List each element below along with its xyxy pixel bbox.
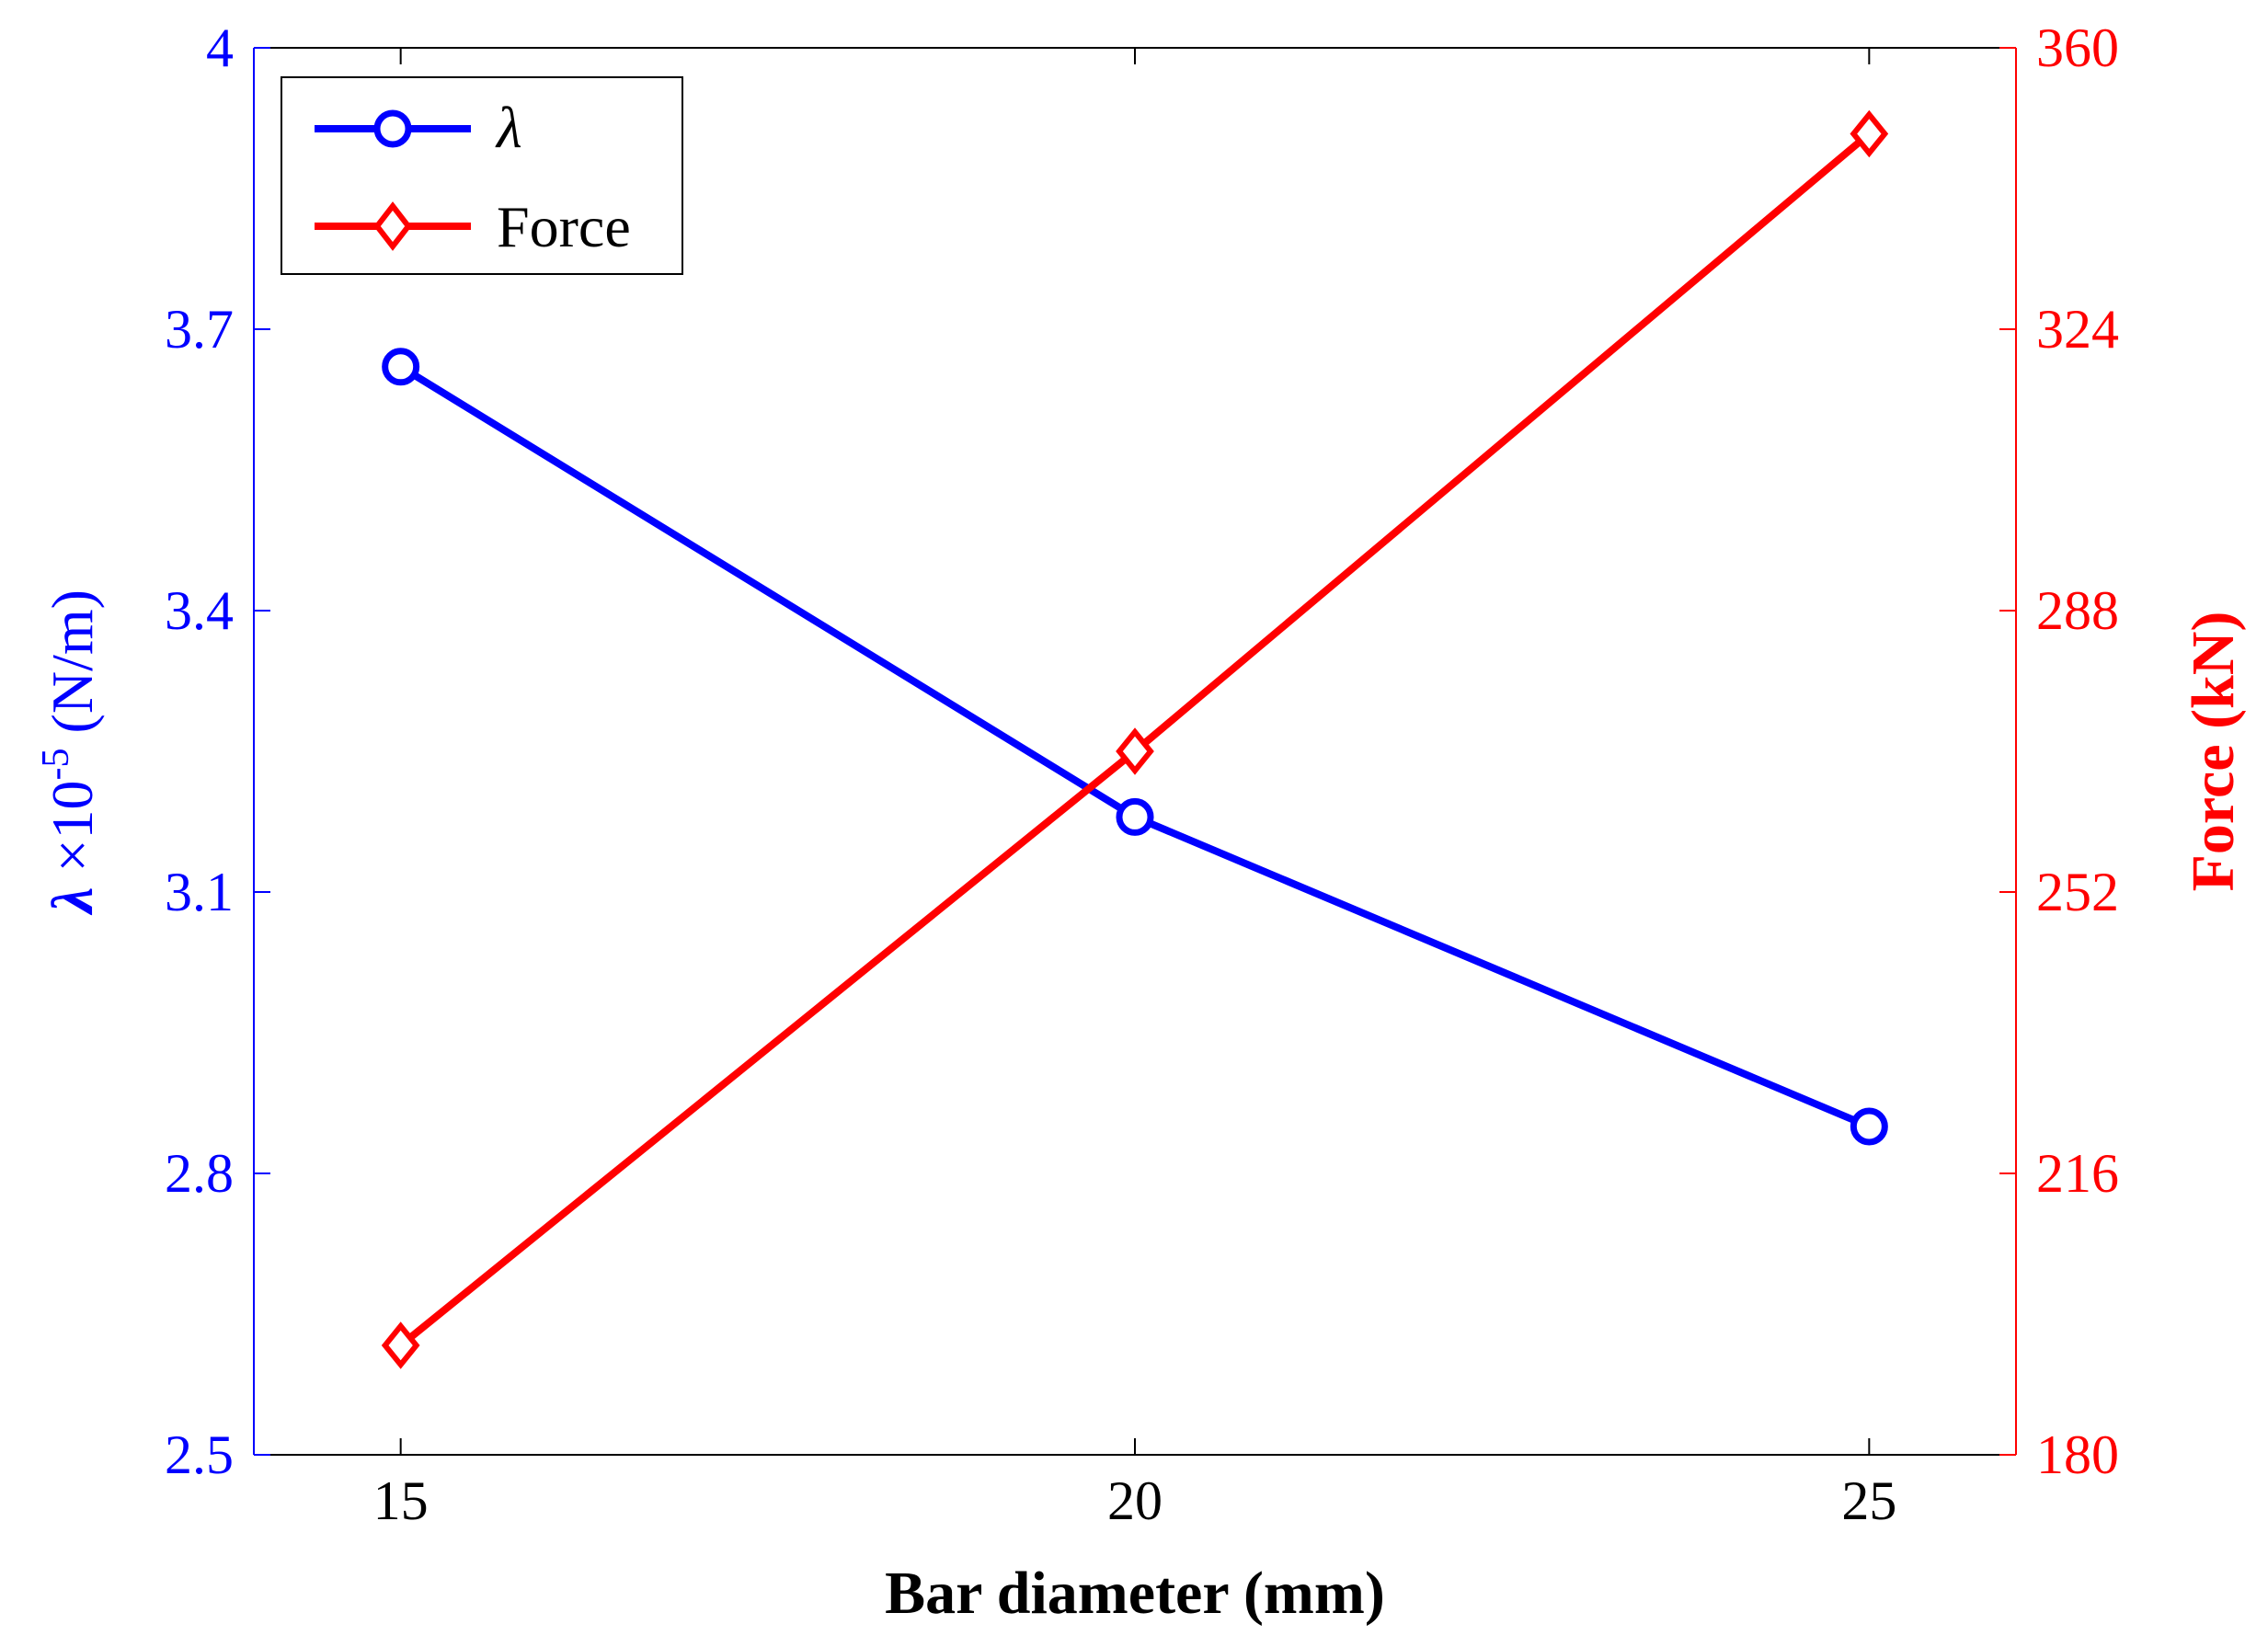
right-y-tick-label: 252 [2036,862,2119,922]
x-tick-label: 20 [1107,1470,1163,1531]
legend-entry-lambda: λ [315,95,522,160]
right-y-tick-label: 288 [2036,580,2119,641]
legend-lambda-label: λ [495,95,522,160]
series-lambda-point [382,348,420,386]
legend-entry-force: Force [315,194,631,259]
right-y-tick-label: 216 [2036,1143,2119,1204]
right-y-tick-label: 180 [2036,1424,2119,1485]
legend-force-label: Force [497,194,631,259]
series-force-point [381,1321,420,1369]
right-y-tick-label: 324 [2036,299,2119,360]
left-y-tick-label: 2.5 [165,1424,234,1485]
left-y-axis-title-unit: (N/m) [40,589,105,748]
x-axis-ticks: 15 20 25 [373,48,1896,1531]
right-y-axis-ticks: 180 216 252 288 324 360 [1999,17,2119,1485]
left-y-tick-label: 4 [206,17,234,78]
left-y-axis-title-exponent: -5 [35,748,77,780]
series-force-point [1116,727,1154,775]
x-axis-title: Bar diameter (mm) [885,1560,1385,1627]
left-y-axis-title-symbol: λ [40,887,105,916]
left-y-tick-label: 3.7 [165,299,234,360]
right-y-tick-label: 360 [2036,17,2119,78]
left-y-axis-title: λ ×10-5 (N/m) [35,589,105,916]
legend-force-marker [373,201,412,251]
series-lambda-point [1850,1107,1888,1146]
series-layer [381,109,1889,1369]
left-y-tick-label: 3.1 [165,862,234,922]
x-tick-label: 15 [373,1470,429,1531]
left-y-axis-ticks: 2.5 2.8 3.1 3.4 3.7 4 [165,17,270,1485]
legend: λ Force [281,76,683,275]
legend-lambda-marker [373,109,412,148]
x-tick-label: 25 [1841,1470,1896,1531]
series-lambda-point [1116,797,1154,836]
series-force-point [1850,109,1889,158]
left-y-tick-label: 3.4 [165,580,234,641]
left-y-tick-label: 2.8 [165,1143,234,1204]
left-y-axis-title-multiplier: ×10 [40,780,105,886]
right-y-axis-title: Force (kN) [2180,612,2247,892]
legend-box [281,76,683,275]
